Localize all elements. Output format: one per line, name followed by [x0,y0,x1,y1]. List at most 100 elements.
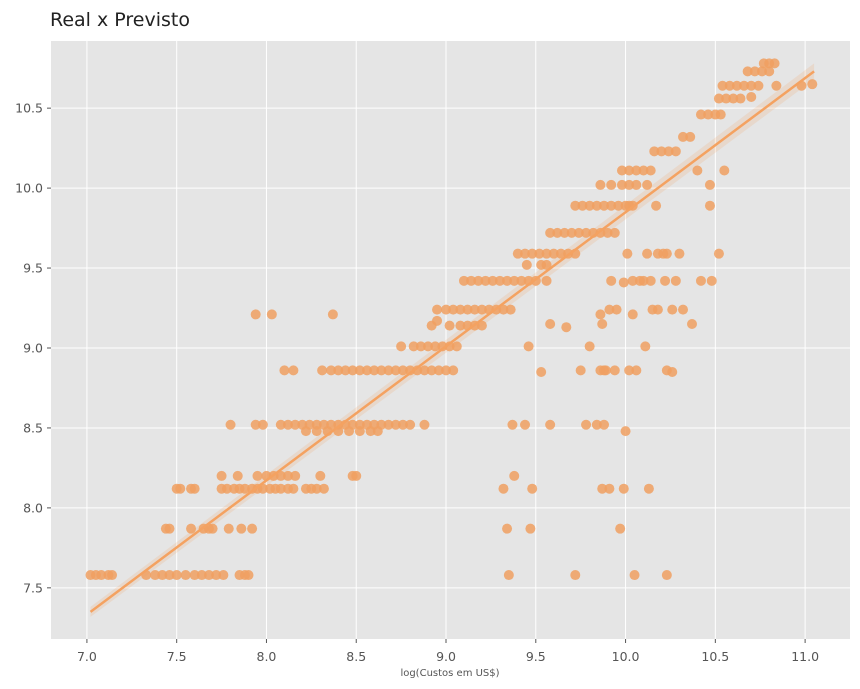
data-point [502,523,513,534]
data-point [570,570,581,581]
data-point [288,483,299,494]
data-point [616,179,627,190]
data-point [703,109,714,120]
data-point [344,426,355,437]
data-point [164,570,175,581]
data-point [618,277,629,288]
data-point [566,227,577,238]
data-point [494,275,505,286]
data-point [591,419,602,430]
data-point [555,248,566,259]
data-point [541,248,552,259]
data-point [415,341,426,352]
data-point [599,200,610,211]
data-point [507,419,518,430]
data-point [559,227,570,238]
data-point [624,165,635,176]
data-point [239,483,250,494]
data-point [405,365,416,376]
data-point [451,341,462,352]
data-point [423,341,434,352]
data-point [631,165,642,176]
data-point [405,419,416,430]
data-point [581,419,592,430]
data-point [376,365,387,376]
data-point [218,570,229,581]
data-point [466,275,477,286]
data-point [584,200,595,211]
data-point [570,200,581,211]
data-point [704,200,715,211]
data-point [629,570,640,581]
data-point [620,426,631,437]
data-point [595,309,606,320]
data-point [615,523,626,534]
data-point [318,483,329,494]
data-point [713,93,724,104]
data-point [521,259,532,270]
data-point [283,419,294,430]
data-point [275,470,286,481]
data-point [189,570,200,581]
data-point [505,304,516,315]
data-point [290,419,301,430]
data-point [643,483,654,494]
x-tick-label: 11.0 [791,649,819,664]
data-point [609,227,620,238]
regression-line-group [89,63,815,617]
data-point [735,93,746,104]
data-point [333,365,344,376]
data-point [545,319,556,330]
data-point [573,227,584,238]
data-point [196,570,207,581]
data-point [618,483,629,494]
data-point [441,304,452,315]
data-point [658,248,669,259]
data-point [189,483,200,494]
data-point [541,275,552,286]
data-point [362,365,373,376]
data-point [275,419,286,430]
data-point [749,66,760,77]
data-point [365,426,376,437]
data-point [247,523,258,534]
data-point [412,365,423,376]
data-point [354,426,365,437]
data-point [175,483,186,494]
data-point [597,319,608,330]
data-point [498,304,509,315]
y-tick-label: 9.0 [23,340,43,355]
data-point [663,146,674,157]
y-tick-label: 10.5 [15,101,43,116]
data-point [575,365,586,376]
data-point [545,227,556,238]
y-tick-label: 10.0 [15,181,43,196]
data-point [498,483,509,494]
data-point [599,419,610,430]
data-point [520,248,531,259]
data-point [624,365,635,376]
data-point [616,165,627,176]
data-point [660,275,671,286]
data-point [686,319,697,330]
data-point [347,365,358,376]
data-point [444,320,455,331]
data-point [232,470,243,481]
data-point [631,179,642,190]
data-point [713,248,724,259]
data-point [516,275,527,286]
data-point [340,365,351,376]
data-point [552,227,563,238]
data-point [595,179,606,190]
data-point [426,365,437,376]
data-point [408,341,419,352]
data-point [257,419,268,430]
data-point [548,248,559,259]
chart-title: Real x Previsto [50,9,190,31]
x-axis-label: log(Custos em US$) [400,668,499,679]
data-point [715,109,726,120]
data-point [706,275,717,286]
data-point [397,365,408,376]
regression-line [89,70,815,613]
data-point [685,131,696,142]
